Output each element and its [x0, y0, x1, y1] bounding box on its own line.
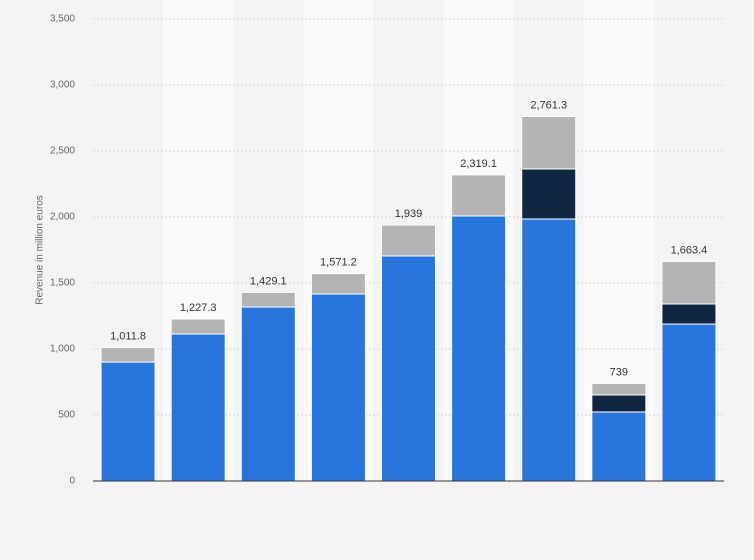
bar-segment — [661, 260, 717, 305]
bar-segment — [521, 168, 577, 220]
y-tick-label: 3,000 — [50, 80, 75, 91]
y-tick-label: 1,500 — [50, 278, 75, 289]
y-tick-label: 2,000 — [50, 212, 75, 223]
total-label: 1,227.3 — [180, 302, 217, 314]
y-axis-label: Revenue in million euros — [35, 195, 46, 305]
bar-segment — [381, 255, 436, 482]
bar-segment — [521, 218, 577, 482]
total-label: 1,011.8 — [110, 330, 146, 342]
total-label: 1,939 — [395, 208, 423, 220]
bar-segment — [591, 411, 647, 482]
bar-segment — [310, 293, 366, 482]
total-label: 1,571.2 — [320, 257, 357, 269]
y-tick-label: 2,500 — [50, 146, 75, 157]
total-label: 2,319.1 — [460, 158, 497, 170]
y-tick-label: 0 — [69, 476, 75, 487]
bar-segment — [170, 318, 226, 335]
total-label: 2,761.3 — [530, 99, 567, 111]
total-label: 739 — [610, 366, 628, 378]
bar-segment — [100, 361, 156, 482]
bar-segment — [100, 346, 156, 363]
bar-segment — [451, 215, 507, 482]
bar-segment — [521, 116, 577, 170]
bar-segment — [381, 224, 436, 257]
total-label: 1,429.1 — [250, 275, 287, 287]
y-tick-label: 1,000 — [50, 344, 75, 355]
bar-segment — [240, 306, 296, 482]
y-tick-label: 500 — [58, 410, 75, 421]
bar-segment — [591, 382, 647, 396]
bar-segment — [591, 394, 647, 413]
bar-segment — [451, 174, 507, 217]
bar-segment — [661, 303, 717, 325]
bar-segment — [240, 291, 296, 308]
bar-segment — [661, 323, 717, 482]
bar-segment — [310, 273, 366, 295]
y-tick-label: 3,500 — [50, 14, 75, 25]
bar-segment — [170, 333, 226, 482]
total-label: 1,663.4 — [671, 244, 708, 256]
